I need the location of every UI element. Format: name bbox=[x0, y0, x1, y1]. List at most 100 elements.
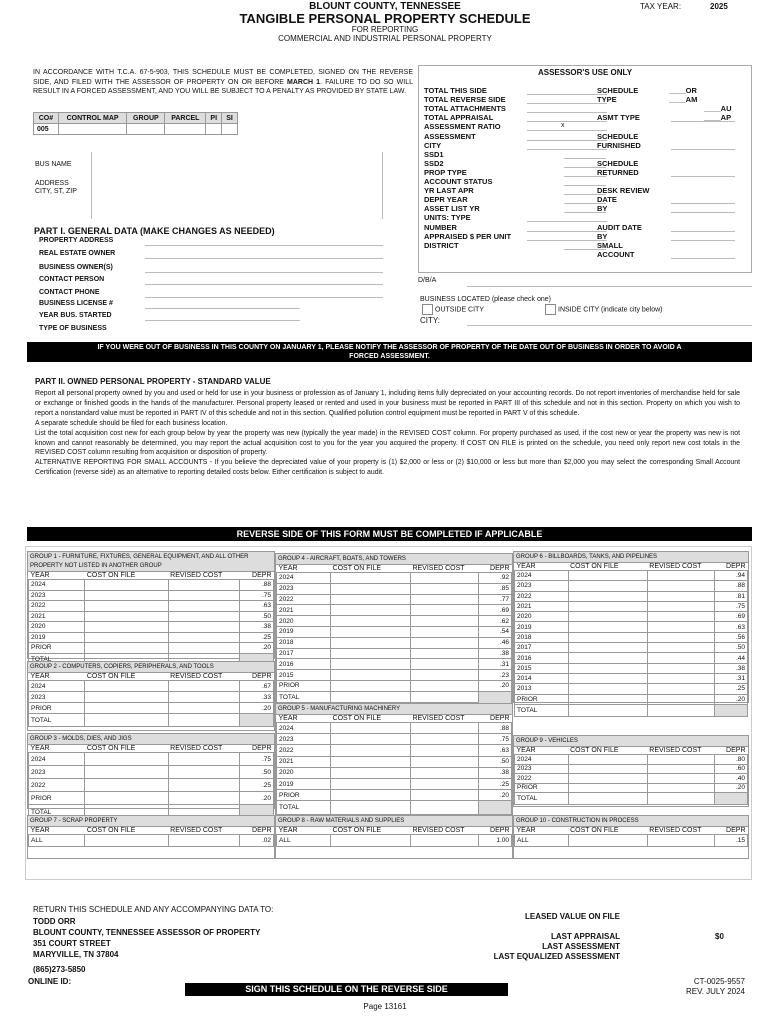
assessor-field-input[interactable] bbox=[527, 148, 607, 150]
revised-cost-input[interactable] bbox=[167, 589, 240, 601]
assessor-field-input[interactable] bbox=[527, 112, 607, 114]
revised-cost-input[interactable] bbox=[646, 621, 716, 633]
revised-cost-input[interactable] bbox=[167, 691, 240, 703]
revised-cost-total-input[interactable] bbox=[409, 800, 480, 815]
revised-cost-input[interactable] bbox=[646, 631, 716, 644]
revised-cost-input[interactable] bbox=[167, 680, 240, 692]
revised-cost-input[interactable] bbox=[646, 600, 716, 613]
assessor-right-input[interactable] bbox=[671, 203, 735, 205]
revised-cost-input[interactable] bbox=[167, 778, 240, 792]
part1-field-input[interactable] bbox=[145, 308, 300, 309]
revised-cost-input[interactable] bbox=[409, 679, 480, 692]
assessor-right-input[interactable] bbox=[671, 175, 735, 177]
inside-city-checkbox[interactable] bbox=[545, 304, 556, 315]
assessor-field-input[interactable] bbox=[564, 185, 606, 186]
outside-city-option[interactable]: OUTSIDE CITY bbox=[422, 304, 484, 315]
part1-field-input[interactable] bbox=[145, 272, 383, 273]
revised-cost-input[interactable] bbox=[167, 600, 240, 612]
schedule-option[interactable]: ____OR bbox=[669, 86, 697, 95]
revised-cost-input[interactable] bbox=[409, 733, 480, 746]
assessor-right-input[interactable] bbox=[671, 148, 735, 150]
revised-cost-input[interactable] bbox=[409, 777, 480, 791]
revised-cost-input[interactable] bbox=[646, 773, 716, 784]
revised-cost-input[interactable] bbox=[409, 593, 480, 606]
revised-cost-input[interactable] bbox=[409, 582, 480, 595]
revised-cost-input[interactable] bbox=[409, 744, 480, 757]
revised-cost-input[interactable] bbox=[167, 610, 240, 622]
assessor-field-input[interactable] bbox=[564, 248, 606, 250]
assessor-field-input[interactable] bbox=[564, 166, 606, 168]
part1-field-input[interactable] bbox=[145, 245, 383, 246]
revised-cost-input[interactable] bbox=[409, 789, 480, 802]
revised-cost-input[interactable] bbox=[646, 693, 716, 705]
assessor-field-input[interactable] bbox=[527, 139, 607, 141]
revised-cost-input[interactable] bbox=[409, 604, 480, 617]
revised-cost-input[interactable] bbox=[409, 625, 480, 638]
revised-cost-input[interactable] bbox=[167, 765, 240, 779]
revised-cost-input[interactable] bbox=[646, 662, 716, 674]
revised-cost-input[interactable] bbox=[409, 615, 480, 627]
business-address-box[interactable] bbox=[91, 152, 383, 219]
revised-cost-input[interactable] bbox=[646, 590, 716, 602]
revised-cost-input[interactable] bbox=[409, 572, 480, 584]
revised-cost-input[interactable] bbox=[409, 721, 480, 735]
assessor-field-input[interactable] bbox=[564, 157, 606, 159]
schedule-option[interactable]: ____AU bbox=[704, 104, 732, 114]
schedule-option[interactable]: ____AP bbox=[704, 113, 732, 123]
assessor-right-input[interactable] bbox=[671, 121, 735, 123]
revised-cost-input[interactable] bbox=[646, 763, 716, 774]
dba-field[interactable] bbox=[467, 286, 752, 287]
assessor-right-input[interactable] bbox=[671, 257, 735, 259]
assessor-right-input[interactable] bbox=[671, 212, 735, 214]
part1-field-input[interactable] bbox=[145, 258, 383, 259]
revised-cost-input[interactable] bbox=[646, 782, 716, 793]
revised-cost-input[interactable] bbox=[646, 642, 716, 654]
part1-field-input[interactable] bbox=[145, 297, 383, 298]
city-field[interactable] bbox=[467, 325, 752, 326]
revised-cost-input[interactable] bbox=[646, 683, 716, 695]
revised-cost-input[interactable] bbox=[409, 834, 480, 847]
revised-cost-input[interactable] bbox=[646, 569, 716, 582]
revised-cost-input[interactable] bbox=[409, 766, 480, 779]
revised-cost-input[interactable] bbox=[167, 579, 240, 591]
revised-cost-input[interactable] bbox=[409, 755, 480, 768]
assessor-field-input[interactable] bbox=[527, 221, 607, 223]
revised-cost-input[interactable] bbox=[646, 754, 716, 765]
assessor-field-input[interactable] bbox=[527, 103, 607, 105]
assessor-right-input[interactable] bbox=[671, 230, 735, 232]
revised-cost-input[interactable] bbox=[409, 669, 480, 681]
revised-cost-total-input[interactable] bbox=[167, 713, 240, 727]
revised-cost-total-input[interactable] bbox=[646, 792, 716, 805]
revised-cost-total-input[interactable] bbox=[646, 703, 716, 718]
part1-field-input[interactable] bbox=[145, 284, 383, 285]
assessor-field-input[interactable] bbox=[527, 130, 607, 132]
outside-city-checkbox[interactable] bbox=[422, 304, 433, 315]
assessor-field-input[interactable] bbox=[527, 239, 607, 241]
revised-cost-input[interactable] bbox=[167, 834, 240, 847]
assessor-field-input[interactable] bbox=[564, 194, 606, 196]
revised-cost-input[interactable] bbox=[646, 580, 716, 592]
revised-cost-input[interactable] bbox=[409, 658, 480, 671]
revised-cost-input[interactable] bbox=[646, 652, 716, 664]
assessor-field-input[interactable] bbox=[527, 94, 607, 95]
revised-cost-input[interactable] bbox=[167, 702, 240, 714]
revised-cost-input[interactable] bbox=[646, 611, 716, 623]
revised-cost-input[interactable] bbox=[646, 672, 716, 685]
revised-cost-input[interactable] bbox=[409, 636, 480, 649]
assessor-field-input[interactable] bbox=[527, 121, 607, 123]
assessor-field-input[interactable] bbox=[564, 203, 606, 205]
assessor-field-input[interactable] bbox=[527, 230, 607, 232]
assessor-right-input[interactable] bbox=[671, 239, 735, 241]
schedule-option[interactable]: ____AM bbox=[669, 95, 698, 105]
revised-cost-input[interactable] bbox=[167, 752, 240, 766]
assessor-field-input[interactable] bbox=[564, 212, 606, 214]
revised-cost-input[interactable] bbox=[167, 631, 240, 643]
revised-cost-input[interactable] bbox=[167, 621, 240, 633]
assessor-field-input[interactable] bbox=[564, 175, 606, 177]
revised-cost-input[interactable] bbox=[646, 834, 716, 847]
revised-cost-input[interactable] bbox=[167, 791, 240, 805]
part1-field-input[interactable] bbox=[145, 320, 300, 321]
inside-city-option[interactable]: INSIDE CITY (indicate city below) bbox=[545, 304, 663, 315]
revised-cost-input[interactable] bbox=[409, 647, 480, 660]
revised-cost-input[interactable] bbox=[167, 642, 240, 654]
